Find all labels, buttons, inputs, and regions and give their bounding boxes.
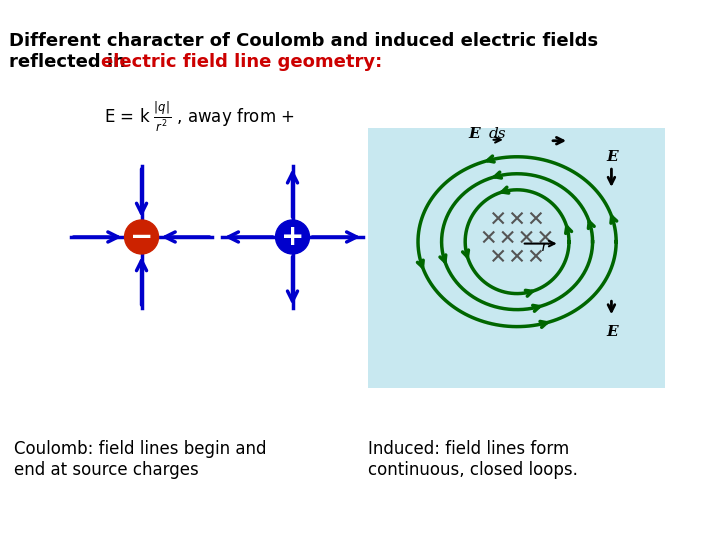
Text: −: −: [130, 223, 153, 251]
Text: ds: ds: [489, 127, 506, 141]
Text: electric field line geometry:: electric field line geometry:: [101, 53, 382, 71]
Text: E: E: [607, 325, 618, 339]
Text: r: r: [541, 240, 548, 254]
Text: E = k $\frac{|q|}{r^2}$ , away from +: E = k $\frac{|q|}{r^2}$ , away from +: [104, 100, 294, 133]
Text: reflected in: reflected in: [9, 53, 132, 71]
Text: +: +: [281, 223, 304, 251]
FancyBboxPatch shape: [368, 129, 665, 388]
Text: Different character of Coulomb and induced electric fields: Different character of Coulomb and induc…: [9, 32, 598, 50]
Circle shape: [276, 220, 310, 254]
Circle shape: [125, 220, 158, 254]
Text: Induced: field lines form
continuous, closed loops.: Induced: field lines form continuous, cl…: [368, 440, 578, 478]
Text: E: E: [468, 127, 480, 141]
Text: E: E: [607, 151, 618, 165]
Text: Coulomb: field lines begin and
end at source charges: Coulomb: field lines begin and end at so…: [14, 440, 266, 478]
